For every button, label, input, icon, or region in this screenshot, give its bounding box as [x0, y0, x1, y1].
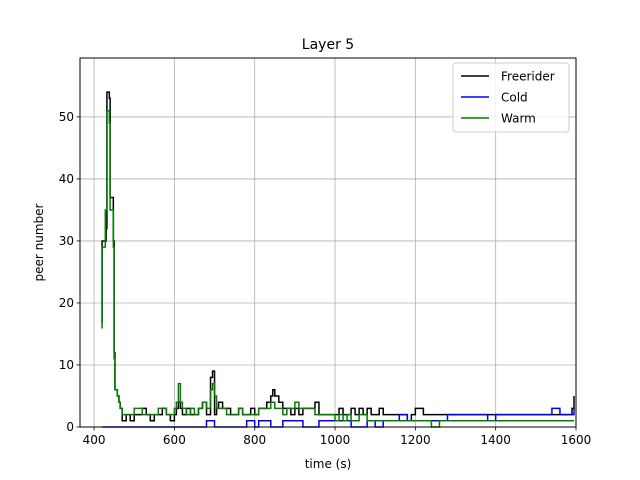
x-tick-label: 600 — [163, 433, 186, 447]
y-tick-label: 20 — [59, 296, 74, 310]
x-axis-title: time (s) — [305, 457, 352, 471]
y-tick-label: 40 — [59, 172, 74, 186]
x-tick-label: 1200 — [400, 433, 431, 447]
y-tick-label: 10 — [59, 358, 74, 372]
legend-label-warm: Warm — [501, 112, 536, 126]
x-tick-label: 400 — [83, 433, 106, 447]
ticks: 400 600 800 1000 1200 1400 1600 0 10 20 30 40 50 — [59, 110, 592, 447]
y-tick-label: 0 — [66, 420, 74, 434]
legend-box — [452, 62, 570, 133]
x-tick-label: 800 — [243, 433, 266, 447]
x-tick-label: 1000 — [320, 433, 351, 447]
y-tick-label: 30 — [59, 234, 74, 248]
legend-label-freerider: Freerider — [501, 70, 555, 84]
legend: Freerider Cold Warm — [452, 62, 570, 133]
x-tick-label: 1600 — [561, 433, 592, 447]
series-line-warm — [101, 109, 574, 428]
chart-title: Layer 5 — [302, 37, 354, 53]
legend-label-cold: Cold — [501, 91, 528, 105]
y-axis-title: peer number — [32, 203, 46, 281]
y-tick-label: 50 — [59, 110, 74, 124]
axes-frame — [79, 57, 577, 428]
x-tick-label: 1400 — [480, 433, 511, 447]
